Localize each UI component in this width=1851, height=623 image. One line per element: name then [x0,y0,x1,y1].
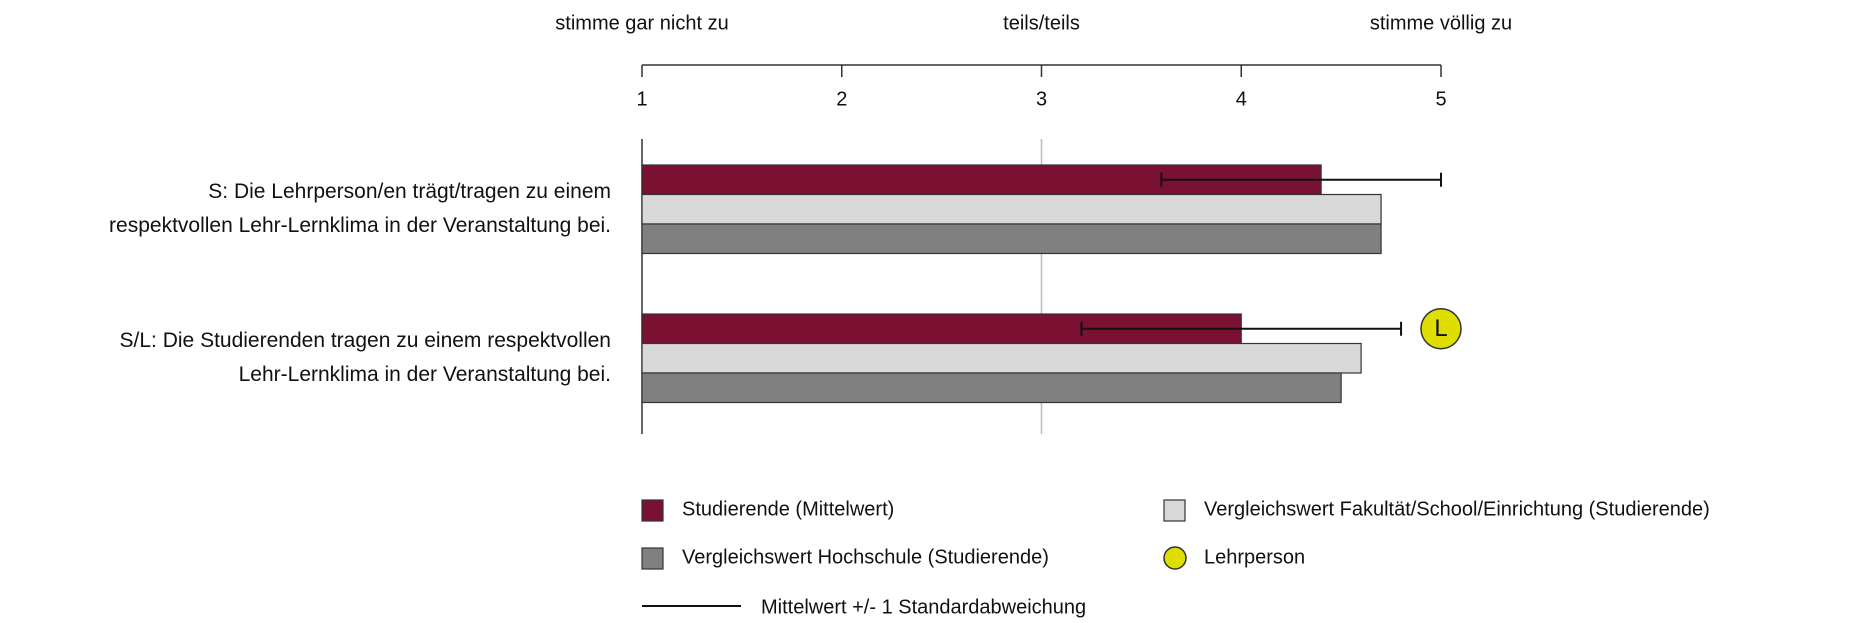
x-tick-label: 1 [636,88,647,110]
category-label: S/L: Die Studierenden tragen zu einem re… [120,329,611,352]
anchor-label: stimme gar nicht zu [555,12,728,34]
anchor-label: stimme völlig zu [1370,12,1512,34]
bar [641,342,1362,374]
category-label: respektvollen Lehr-Lernklima in der Vera… [109,214,611,237]
category-label: S: Die Lehrperson/en trägt/tragen zu ein… [208,180,611,203]
legend-label: Lehrperson [1204,546,1305,568]
legend-label: Mittelwert +/- 1 Standardabweichung [761,596,1086,618]
bar [641,372,1342,404]
lehrperson-marker-label: L [1434,315,1447,342]
legend-label: Vergleichswert Fakultät/School/Einrichtu… [1204,498,1710,520]
error-bar [1080,321,1403,336]
x-tick-label: 5 [1435,88,1446,110]
legend-swatch [641,499,664,522]
bar [641,223,1382,255]
legend-swatch [1163,499,1186,522]
category-label: Lehr-Lernklima in der Veranstaltung bei. [239,363,611,386]
anchor-label: teils/teils [1003,12,1080,34]
legend-swatch [1163,546,1187,570]
legend-label: Studierende (Mittelwert) [682,498,894,520]
bar [641,193,1382,225]
x-tick-label: 3 [1036,88,1047,110]
legend-swatch [641,547,664,570]
legend-label: Vergleichswert Hochschule (Studierende) [682,546,1049,568]
x-tick-label: 2 [836,88,847,110]
x-tick-label: 4 [1236,88,1247,110]
error-bar [1160,172,1442,187]
lehrperson-marker [1420,308,1462,350]
